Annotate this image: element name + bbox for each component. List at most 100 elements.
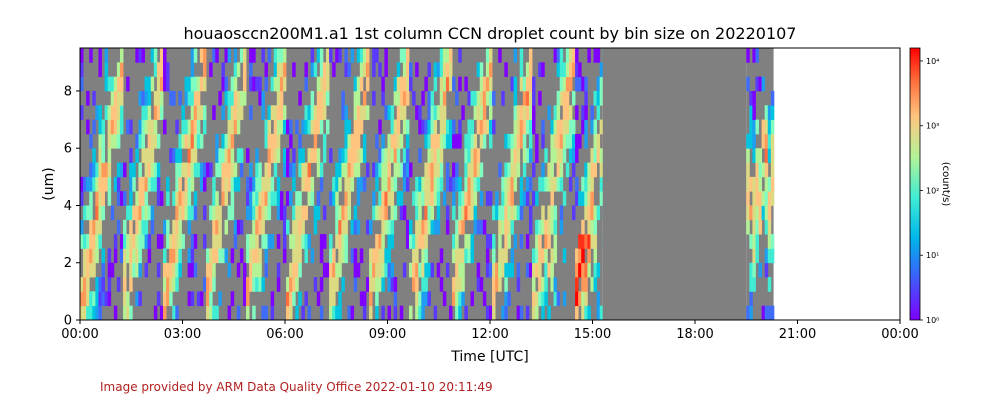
heatmap-cell [372, 62, 376, 78]
heatmap-cell [421, 248, 425, 264]
heatmap-cell [98, 234, 102, 249]
heatmap-cell [559, 76, 564, 92]
heatmap-cell [264, 176, 268, 192]
heatmap-cell [519, 119, 524, 135]
heatmap-cell [83, 277, 87, 292]
heatmap-cell [433, 76, 438, 92]
heatmap-cell [433, 133, 438, 149]
heatmap-cell [172, 305, 176, 320]
heatmap-cell [101, 262, 105, 278]
heatmap-cell [433, 62, 438, 78]
heatmap-cell [153, 48, 158, 63]
heatmap-cell [513, 234, 518, 249]
heatmap-cell [387, 105, 391, 120]
heatmap-cell [184, 162, 189, 178]
heatmap-cell [593, 248, 597, 264]
heatmap-cell [147, 176, 152, 192]
heatmap-cell [550, 176, 554, 192]
heatmap-cell [402, 119, 407, 135]
heatmap-cell [95, 105, 99, 120]
heatmap-cell [584, 205, 588, 221]
heatmap-cell [347, 205, 351, 221]
heatmap-cell [239, 219, 244, 235]
heatmap-cell [335, 162, 339, 178]
heatmap-cell [544, 262, 548, 278]
x-tick-label: 06:00 [266, 327, 303, 342]
heatmap-cell [236, 148, 241, 163]
heatmap-cell [135, 133, 139, 149]
heatmap-cell [488, 262, 493, 278]
heatmap-cell [396, 76, 401, 92]
heatmap-cell [387, 176, 391, 192]
heatmap-cell [504, 219, 508, 235]
heatmap-cell [332, 62, 336, 78]
heatmap-cell [390, 277, 395, 292]
heatmap-cell [92, 262, 96, 278]
heatmap-cell [135, 248, 139, 264]
heatmap-cell [381, 162, 385, 178]
heatmap-cell [767, 105, 772, 120]
heatmap-cell [249, 262, 253, 278]
heatmap-cell [439, 162, 444, 178]
heatmap-cell [498, 48, 502, 63]
heatmap-cell [584, 277, 588, 292]
heatmap-cell [326, 76, 330, 92]
heatmap-cell [258, 162, 262, 178]
heatmap-cell [273, 148, 278, 163]
heatmap-cell [519, 76, 524, 92]
heatmap-cell [587, 48, 591, 63]
heatmap-cell [261, 105, 265, 120]
heatmap-cell [316, 105, 321, 120]
heatmap-cell [123, 191, 127, 206]
heatmap-cell [227, 105, 232, 120]
heatmap-cell [559, 62, 564, 78]
heatmap-cell [378, 162, 382, 178]
heatmap-cell [449, 119, 453, 135]
heatmap-cell [193, 90, 198, 106]
heatmap-cell [236, 105, 241, 120]
heatmap-cell [402, 62, 407, 78]
heatmap-cell [230, 162, 235, 178]
heatmap-cell [242, 48, 247, 63]
heatmap-cell [535, 234, 539, 249]
heatmap-cell [169, 262, 173, 278]
heatmap-cell [501, 191, 505, 206]
heatmap-cell [95, 191, 99, 206]
heatmap-cell [270, 76, 275, 92]
heatmap-cell [295, 234, 299, 249]
heatmap-cell [221, 133, 225, 149]
heatmap-cell [415, 234, 419, 249]
x-tick-label: 21:00 [779, 327, 816, 342]
heatmap-cell [575, 277, 579, 292]
heatmap-cell [310, 191, 315, 206]
y-axis-label: (um) [41, 167, 57, 200]
heatmap-cell [485, 76, 490, 92]
heatmap-cell [132, 176, 136, 192]
heatmap-cell [372, 205, 376, 221]
heatmap-cell [516, 148, 521, 163]
heatmap-cell [375, 291, 379, 307]
heatmap-cell [532, 105, 536, 120]
heatmap-cell [504, 62, 508, 78]
heatmap-cell [510, 219, 514, 235]
heatmap-cell [455, 248, 459, 264]
heatmap-cell [252, 219, 256, 235]
heatmap-cell [519, 48, 524, 63]
heatmap-cell [375, 176, 379, 192]
heatmap-cell [310, 119, 315, 135]
heatmap-cell [282, 205, 287, 221]
heatmap-cell [144, 176, 149, 192]
heatmap-cell [452, 76, 456, 92]
heatmap-cell [384, 191, 388, 206]
heatmap-cell [525, 305, 530, 320]
heatmap-cell [492, 305, 496, 320]
heatmap-cell [402, 90, 407, 106]
heatmap-cell [304, 105, 308, 120]
heatmap-cell [541, 176, 545, 192]
heatmap-cell [135, 262, 139, 278]
heatmap-cell [752, 48, 756, 63]
heatmap-cell [430, 205, 435, 221]
heatmap-cell [439, 176, 444, 192]
heatmap-cell [522, 119, 527, 135]
heatmap-cell [356, 262, 361, 278]
